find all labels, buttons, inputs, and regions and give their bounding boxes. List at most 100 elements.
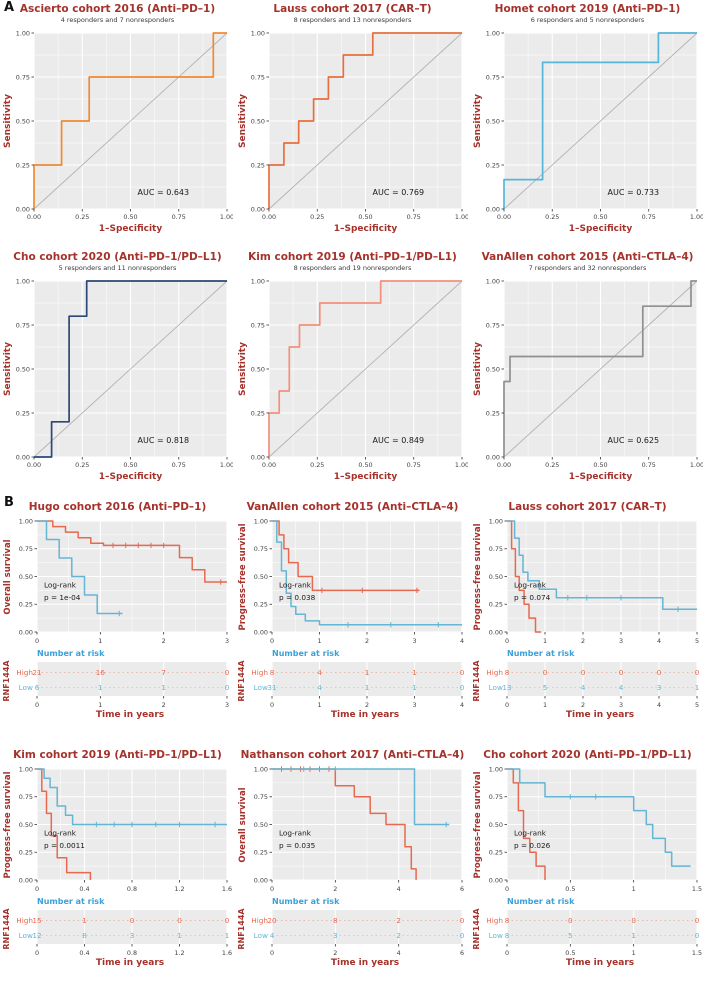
y-axis-title: Sensitivity xyxy=(3,342,13,396)
svg-text:6: 6 xyxy=(460,949,464,957)
svg-text:0.50: 0.50 xyxy=(19,821,33,829)
logrank-label: Log-rank xyxy=(44,581,77,590)
x-axis-title: 1–Specificity xyxy=(99,224,163,234)
svg-text:3: 3 xyxy=(412,701,416,709)
svg-text:0.50: 0.50 xyxy=(16,365,30,373)
svg-text:2: 2 xyxy=(581,637,585,645)
risk-panel xyxy=(37,661,227,696)
svg-text:1.00: 1.00 xyxy=(690,213,703,221)
svg-text:0.00: 0.00 xyxy=(16,453,30,461)
risk-panel xyxy=(507,909,697,944)
svg-text:0.00: 0.00 xyxy=(497,461,511,469)
risk-count: 8 xyxy=(333,916,338,925)
svg-text:0.75: 0.75 xyxy=(172,213,186,221)
svg-text:1.6: 1.6 xyxy=(222,885,232,893)
risk-count: 1 xyxy=(631,931,636,940)
risk-count: 1 xyxy=(161,683,166,692)
km-plot: Log-rank p = 1e-04 0 1 2 3 0.00 0.25 0.50 0.75 1.0… xyxy=(0,514,235,648)
svg-text:0.75: 0.75 xyxy=(251,321,265,329)
svg-text:0.75: 0.75 xyxy=(489,545,503,553)
risk-count: 31 xyxy=(267,683,276,692)
svg-text:0: 0 xyxy=(505,701,509,709)
risk-count: 21 xyxy=(32,668,41,677)
risk-count: 8 xyxy=(505,931,510,940)
svg-text:0: 0 xyxy=(35,949,39,957)
svg-text:3: 3 xyxy=(619,701,623,709)
svg-text:0.25: 0.25 xyxy=(251,409,265,417)
risk-row-label-high: High xyxy=(16,916,33,925)
chart-subtitle: 8 responders and 13 nonresponders xyxy=(293,16,412,25)
y-axis-title: Overall survival xyxy=(238,787,248,862)
svg-text:1: 1 xyxy=(543,701,547,709)
svg-text:0.25: 0.25 xyxy=(545,461,559,469)
pvalue-label: p = 0.026 xyxy=(514,841,551,850)
svg-text:0: 0 xyxy=(270,701,274,709)
risk-row-label-low: Low xyxy=(489,683,503,692)
svg-text:0.75: 0.75 xyxy=(407,213,421,221)
svg-text:0: 0 xyxy=(505,637,509,645)
svg-text:4: 4 xyxy=(397,949,401,957)
y-axis-title: Progress–free survival xyxy=(3,771,13,878)
svg-text:0: 0 xyxy=(35,885,39,893)
risk-count: 0 xyxy=(177,916,182,925)
risk-count: 2 xyxy=(396,916,401,925)
risk-count: 6 xyxy=(35,683,40,692)
svg-text:0.50: 0.50 xyxy=(593,213,607,221)
svg-text:1.00: 1.00 xyxy=(489,517,503,525)
svg-text:0.50: 0.50 xyxy=(254,821,268,829)
svg-text:0.50: 0.50 xyxy=(486,365,500,373)
svg-text:6: 6 xyxy=(460,885,464,893)
risk-count: 1 xyxy=(225,931,230,940)
risk-count: 1 xyxy=(82,916,87,925)
km-chart-cho: Cho cohort 2020 (Anti–PD–1/PD–L1) Log-ra… xyxy=(470,746,705,994)
y-axis-title: Overall survival xyxy=(3,539,13,614)
risk-row-label-high: High xyxy=(486,668,503,677)
svg-text:0.75: 0.75 xyxy=(16,321,30,329)
reference-diagonal xyxy=(33,32,228,210)
risk-row-label-low: Low xyxy=(489,931,503,940)
svg-text:0.5: 0.5 xyxy=(565,885,575,893)
chart-title: Lauss cohort 2017 (CAR–T) xyxy=(508,501,667,513)
svg-text:0.25: 0.25 xyxy=(75,213,89,221)
reference-diagonal xyxy=(503,280,698,458)
risk-count: 0 xyxy=(619,668,624,677)
svg-text:0.25: 0.25 xyxy=(310,213,324,221)
reference-diagonal xyxy=(33,280,228,458)
km-curve-low xyxy=(37,520,123,615)
km-chart-vanallen: VanAllen cohort 2015 (Anti–CTLA–4) Log-r… xyxy=(235,498,470,746)
svg-text:1.00: 1.00 xyxy=(220,213,233,221)
y-axis-title: Progress–free survival xyxy=(238,523,248,630)
risk-count: 1 xyxy=(98,683,103,692)
svg-text:0.25: 0.25 xyxy=(545,213,559,221)
roc-plot: AUC = 0.769 0.00 0.25 0.50 0.75 1.00 0.00 0.25 0… xyxy=(235,25,470,235)
roc-chart-homet: Homet cohort 2019 (Anti–PD–1) 6 responde… xyxy=(470,0,705,248)
roc-curve xyxy=(268,32,462,210)
panel-a-label: A xyxy=(4,0,15,15)
roc-curve xyxy=(503,32,697,210)
risk-table: High 20 8 2 0 Low 4 3 2 0 0 2 4 6 RNF144A xyxy=(235,907,470,958)
km-plot: Log-rank p = 0.074 0 1 2 3 4 5 0.00 0.25 0.50 0.75 1… xyxy=(470,514,705,648)
risk-count: 0 xyxy=(460,683,465,692)
roc-curve xyxy=(34,280,227,458)
km-svg: Log-rank p = 0.038 0 1 2 3 4 0.00 0.25 0.50 0.75 1.… xyxy=(238,517,464,645)
risk-count: 1 xyxy=(365,683,370,692)
km-plot: Log-rank p = 0.038 0 1 2 3 4 0.00 0.25 0.50 0.75 1.… xyxy=(235,514,470,648)
risk-count: 4 xyxy=(581,683,586,692)
logrank-label: Log-rank xyxy=(279,581,312,590)
risk-row-label-low: Low xyxy=(254,683,268,692)
risk-count: 0 xyxy=(543,668,548,677)
svg-text:0.50: 0.50 xyxy=(123,213,137,221)
risk-count: 0 xyxy=(631,916,636,925)
roc-chart-cho: Cho cohort 2020 (Anti–PD–1/PD–L1) 5 resp… xyxy=(0,248,235,496)
svg-text:4: 4 xyxy=(460,701,464,709)
svg-text:0.75: 0.75 xyxy=(19,545,33,553)
risk-group-label: RNF144A xyxy=(2,660,11,702)
svg-text:0.00: 0.00 xyxy=(19,628,33,636)
roc-chart-kim: Kim cohort 2019 (Anti–PD–1/PD–L1) 8 resp… xyxy=(235,248,470,496)
km-svg: Log-rank p = 0.0011 0 0.4 0.8 1.2 1.6 0.00 0.25 0… xyxy=(3,765,232,893)
risk-svg: High 15 1 0 0 0 Low 12 8 3 1 1 0 0.4 0.8 1.2 1.6 RNF144A xyxy=(2,907,232,957)
roc-svg: AUC = 0.625 0.00 0.25 0.50 0.75 1.00 0.00 0.25 0… xyxy=(473,277,704,482)
pvalue-label: p = 0.038 xyxy=(279,593,316,602)
risk-group-label: RNF144A xyxy=(237,660,246,702)
x-axis-label: Time in years xyxy=(565,957,635,968)
